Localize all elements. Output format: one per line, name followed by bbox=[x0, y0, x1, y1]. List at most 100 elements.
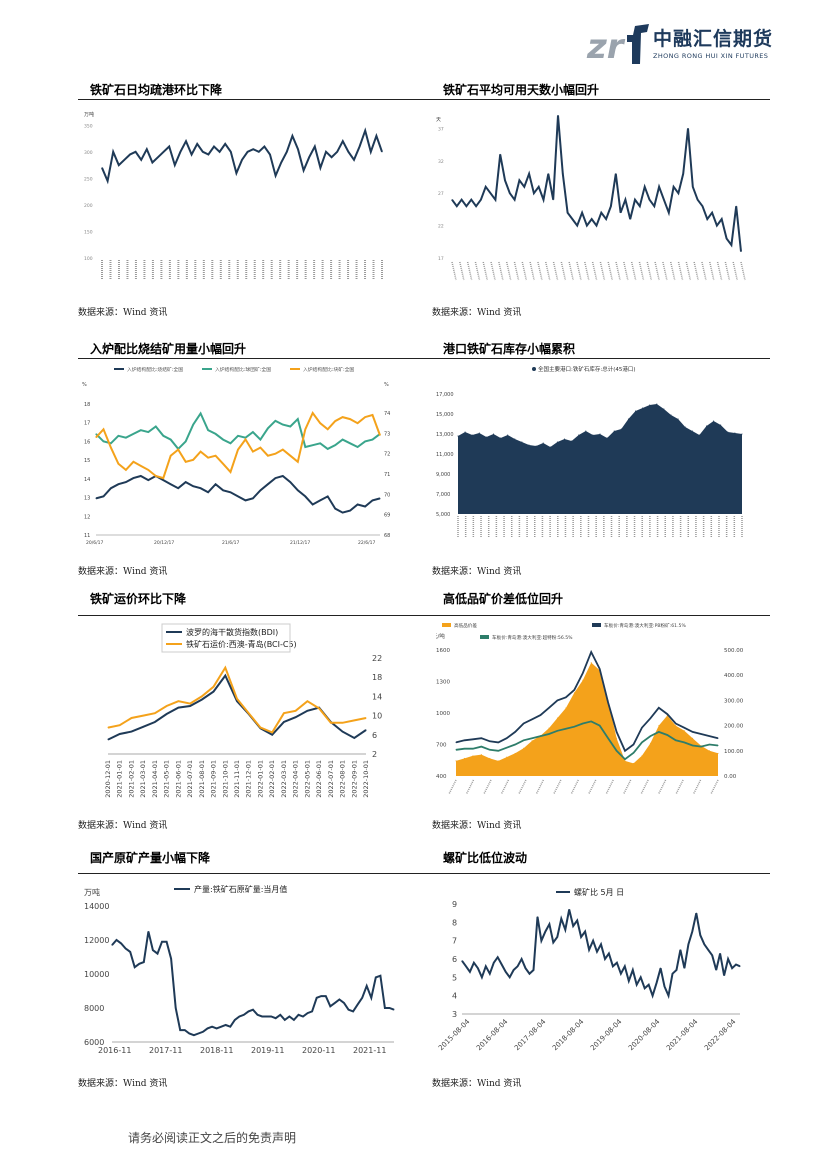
inventory-point bbox=[663, 408, 665, 410]
inventory-point bbox=[606, 437, 608, 439]
dispatch-point bbox=[140, 159, 142, 161]
production-point bbox=[257, 1014, 259, 1016]
production-point bbox=[325, 995, 327, 997]
series-3-point bbox=[200, 451, 202, 453]
y-tick-label: 18 bbox=[84, 402, 90, 408]
inventory-point bbox=[684, 426, 686, 428]
spread-point bbox=[582, 679, 584, 681]
days-point bbox=[605, 218, 607, 220]
ratio-point bbox=[517, 965, 519, 967]
x-tick-label: 2017-08-04 bbox=[513, 1017, 548, 1052]
ratio-point bbox=[548, 923, 550, 925]
series-2-point bbox=[624, 758, 626, 760]
y-tick-label: 13,000 bbox=[436, 432, 454, 438]
days-point bbox=[730, 244, 732, 246]
ratio-point bbox=[521, 958, 523, 960]
x-tick-label bbox=[622, 779, 632, 795]
y-tick-label: 14 bbox=[84, 477, 90, 483]
inventory-point bbox=[556, 441, 558, 443]
series-2-point bbox=[616, 750, 618, 752]
dispatch-point bbox=[375, 135, 377, 137]
production-point bbox=[229, 1026, 231, 1028]
days-point bbox=[620, 212, 622, 214]
inventory-point bbox=[649, 404, 651, 406]
legend-swatch bbox=[532, 367, 536, 371]
days-point bbox=[518, 179, 520, 181]
series-2-point bbox=[125, 437, 127, 439]
dispatch-point bbox=[336, 151, 338, 153]
series-line-1 bbox=[107, 673, 367, 741]
series-2-point bbox=[463, 748, 465, 750]
ratio-point bbox=[711, 954, 713, 956]
production-point bbox=[293, 1019, 295, 1021]
section-title-7: 国产原矿产量小幅下降 bbox=[90, 851, 211, 865]
series-line-dispatch bbox=[101, 127, 383, 185]
y-tick-label: 2 bbox=[372, 750, 377, 759]
series-3-point bbox=[222, 463, 224, 465]
legend-swatch bbox=[480, 635, 489, 639]
series-1-point bbox=[540, 714, 542, 716]
x-tick-label bbox=[662, 261, 668, 281]
inventory-point bbox=[535, 445, 537, 447]
series-1-point bbox=[213, 691, 215, 693]
x-tick-label bbox=[529, 261, 535, 281]
x-tick-label: 2022-06-01 bbox=[315, 760, 323, 798]
ratio-point bbox=[644, 987, 646, 989]
series-1-point bbox=[102, 495, 104, 497]
series-line-days bbox=[451, 115, 742, 252]
source-8: 数据来源：Wind 资讯 bbox=[432, 1079, 522, 1089]
series-3-point bbox=[215, 455, 217, 457]
series-2-point bbox=[658, 731, 660, 733]
spread-point bbox=[683, 730, 685, 732]
x-tick-label: 2021-10-01 bbox=[221, 760, 229, 798]
series-3-point bbox=[312, 412, 314, 414]
y-tick-label: 12 bbox=[84, 514, 90, 520]
ratio-point bbox=[592, 940, 594, 942]
ratio-point bbox=[731, 967, 733, 969]
y-tick-label: 27 bbox=[438, 191, 444, 197]
series-3-point bbox=[155, 475, 157, 477]
production-point bbox=[220, 1026, 222, 1028]
y-tick-label: 7 bbox=[452, 937, 457, 946]
days-point bbox=[571, 218, 573, 220]
series-2-point bbox=[556, 730, 558, 732]
inventory-point bbox=[507, 434, 509, 436]
days-point bbox=[668, 212, 670, 214]
series-1-point bbox=[709, 735, 711, 737]
spread-point bbox=[632, 762, 634, 764]
production-point bbox=[134, 966, 136, 968]
x-tick-label: 22/6/17 bbox=[358, 540, 375, 546]
dispatch-point bbox=[364, 130, 366, 132]
series-1-point bbox=[154, 721, 156, 723]
series-2-point bbox=[304, 446, 306, 448]
ratio-point bbox=[707, 949, 709, 951]
series-1-point bbox=[166, 713, 168, 715]
series-1-point bbox=[463, 739, 465, 741]
series-line-ratio bbox=[461, 909, 741, 1000]
dispatch-point bbox=[252, 148, 254, 150]
series-2-point bbox=[154, 712, 156, 714]
y-axis-label: 万吨 bbox=[84, 887, 100, 897]
inventory-point bbox=[620, 428, 622, 430]
series-1-point bbox=[556, 699, 558, 701]
production-point bbox=[175, 1007, 177, 1009]
legend-label: 入炉结构配比:块矿:全国 bbox=[303, 366, 354, 373]
days-point bbox=[701, 205, 703, 207]
series-2-point bbox=[162, 435, 164, 437]
series-1-point bbox=[675, 723, 677, 724]
production-point bbox=[211, 1026, 213, 1028]
days-point bbox=[480, 199, 482, 201]
ratio-point bbox=[572, 925, 574, 927]
series-1-point bbox=[624, 750, 626, 752]
y-axis-label: 天 bbox=[436, 117, 441, 123]
y-tick-label: 400 bbox=[436, 774, 447, 780]
ratio-point bbox=[580, 936, 582, 938]
days-point bbox=[711, 212, 713, 214]
logo-mark-icon: zr bbox=[586, 24, 649, 67]
x-tick-label bbox=[692, 779, 702, 795]
y-tick-label: 0.00 bbox=[724, 774, 737, 780]
y-axis-label-left: % bbox=[82, 382, 87, 388]
series-1-point bbox=[523, 723, 525, 724]
series-1-point bbox=[349, 510, 351, 512]
x-tick-label bbox=[584, 261, 590, 281]
